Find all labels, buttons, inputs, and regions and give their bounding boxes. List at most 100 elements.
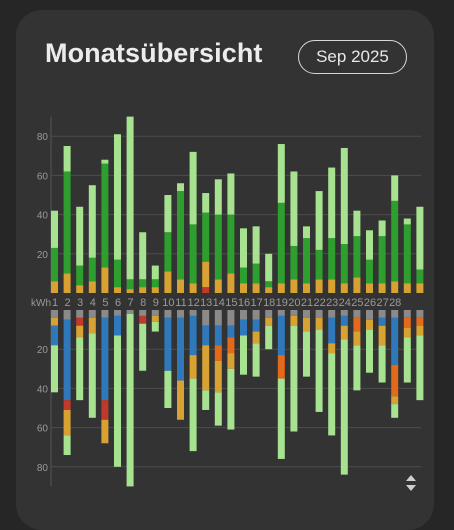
x-tick-label: 8 — [140, 297, 146, 309]
bar-segment-light — [126, 313, 134, 487]
page-title: Monatsübersicht — [45, 38, 263, 68]
bar-segment-orange — [265, 287, 273, 293]
bar-segment-light — [328, 167, 336, 239]
bar-segment-gray — [353, 310, 361, 318]
bar-segment-orange — [240, 283, 247, 293]
y-tick-label: 20 — [37, 345, 49, 356]
bar-segment-gray — [114, 310, 121, 316]
bar-segment-dark — [63, 171, 71, 274]
bar-segment-light — [139, 323, 147, 371]
x-tick-label: 7 — [128, 297, 134, 309]
bar-segment-red_orange — [403, 317, 411, 328]
bar-segment-gray — [101, 310, 109, 318]
bar-segment-gray — [290, 310, 298, 316]
x-tick-label: 26 — [364, 297, 376, 309]
bar-segment-gray — [88, 310, 96, 318]
bar-segment-dark — [227, 214, 235, 274]
bar-segment-orange — [366, 319, 373, 330]
bar-segment-blue — [277, 315, 285, 356]
bar-segment-orange — [202, 261, 210, 288]
bar-segment-light — [227, 173, 235, 215]
bar-segment-light — [202, 193, 210, 213]
bar-segment-orange — [403, 283, 411, 293]
x-tick-label: 5 — [102, 297, 108, 309]
bar-segment-gray — [303, 310, 310, 318]
bar-segment-gray — [51, 310, 58, 318]
bar-segment-light — [366, 329, 373, 373]
bar-segment-dark — [164, 232, 172, 272]
bar-segment-red — [76, 317, 84, 326]
bar-segment-blue — [189, 315, 197, 356]
bar-segment-orange — [139, 287, 147, 293]
bar-segment-orange — [63, 409, 71, 436]
bar-segment-blue — [164, 317, 172, 371]
bar-segment-orange — [227, 353, 235, 369]
bar-segment-orange — [88, 317, 96, 334]
bar-segment-gray — [416, 310, 424, 318]
bar-segment-orange — [151, 287, 159, 293]
x-tick-label: 17 — [250, 297, 262, 309]
bar-segment-light — [164, 370, 172, 408]
bar-segment-orange — [366, 283, 373, 293]
bar-segment-gray — [214, 310, 222, 326]
bar-segment-gray — [315, 310, 323, 318]
bar-segment-orange — [177, 279, 184, 293]
bar-segment-gray — [240, 310, 247, 320]
bar-segment-gray — [177, 310, 184, 318]
bar-segment-light — [416, 206, 424, 270]
bar-segment-orange — [88, 281, 96, 293]
bar-segment-dark — [126, 279, 134, 290]
bar-segment-light — [63, 435, 71, 456]
unit-label: kWh — [31, 298, 51, 309]
bar-segment-blue — [252, 319, 260, 332]
bar-segment-light — [252, 226, 260, 264]
bar-segment-orange — [340, 325, 348, 340]
bar-segment-orange — [378, 325, 386, 346]
sort-arrows-icon[interactable] — [404, 474, 418, 492]
bar-segment-dark — [51, 247, 58, 282]
bar-segment-gray — [252, 310, 260, 320]
x-tick-label: 11 — [175, 297, 186, 309]
bar-segment-orange — [214, 279, 222, 293]
bar-segment-dark — [416, 269, 424, 284]
bar-segment-dark — [277, 202, 285, 284]
monthly-overview-card — [16, 10, 434, 530]
bar-segment-light — [214, 179, 222, 215]
bar-segment-orange — [391, 281, 399, 293]
bar-segment-orange — [416, 325, 424, 336]
x-tick-label: 10 — [162, 297, 174, 309]
bar-segment-dark — [353, 236, 361, 278]
x-tick-label: 25 — [351, 297, 363, 309]
bar-segment-dark — [76, 265, 84, 286]
bar-segment-orange — [51, 317, 58, 326]
bar-segment-light — [328, 353, 336, 436]
bar-segment-gray — [340, 310, 348, 316]
bar-segment-light — [353, 210, 361, 237]
bar-segment-light — [240, 335, 247, 375]
x-tick-label: 6 — [115, 297, 121, 309]
bar-segment-light — [76, 337, 84, 401]
bar-segment-red_orange — [353, 317, 361, 332]
bar-segment-light — [391, 404, 399, 418]
bar-segment-light — [391, 175, 399, 201]
bar-segment-orange — [340, 283, 348, 293]
bar-segment-orange — [76, 285, 84, 293]
y-tick-label: 20 — [37, 250, 49, 261]
x-tick-label: 1 — [52, 297, 58, 309]
bar-segment-dark — [290, 245, 298, 280]
bar-segment-orange — [252, 283, 260, 293]
bar-segment-gray — [63, 310, 71, 320]
bar-segment-blue — [340, 315, 348, 326]
bar-segment-gray — [126, 310, 134, 314]
bar-segment-red_orange — [227, 337, 235, 354]
bar-segment-dark — [366, 259, 373, 284]
month-selector-button[interactable]: Sep 2025 — [298, 40, 407, 74]
bar-segment-red_orange — [391, 364, 399, 397]
bar-segment-red — [139, 315, 147, 324]
bar-segment-orange — [290, 279, 298, 293]
bar-segment-gray — [227, 310, 235, 326]
bar-segment-blue — [114, 315, 121, 336]
bar-segment-red — [202, 287, 210, 293]
bar-segment-dark — [177, 191, 184, 280]
bar-segment-light — [403, 337, 411, 383]
